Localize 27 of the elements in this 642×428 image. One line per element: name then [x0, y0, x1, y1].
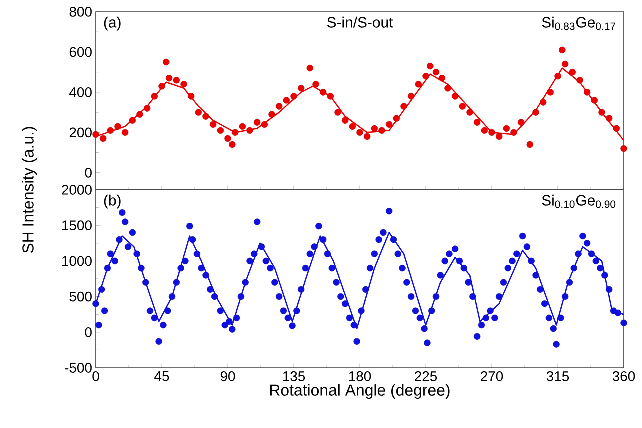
annotation: S-in/S-out	[327, 16, 394, 28]
x-tick-label: 270	[481, 372, 504, 382]
y-axis-title: SH Intensity (a.u.)	[22, 127, 38, 254]
annotation: Si$_{0.83}$Ge$_{0.17}$	[542, 16, 616, 30]
x-tick-label: 180	[349, 372, 372, 382]
annotation: Si$_{0.10}$Ge$_{0.90}$	[542, 194, 616, 208]
y-tick-label: 0	[85, 327, 92, 338]
annotation: (a)	[104, 16, 121, 31]
y-tick-label: 1000	[62, 256, 92, 266]
y-tick-label: 800	[70, 7, 92, 17]
x-axis-title: Rotational Angle (degree)	[270, 384, 450, 400]
y-tick-label: 200	[70, 128, 92, 138]
x-tick-label: 0	[92, 372, 100, 382]
x-tick-label: 315	[546, 372, 570, 382]
y-tick-label: 1500	[62, 220, 92, 231]
y-tick-label: 500	[70, 292, 92, 302]
x-tick-label: 135	[283, 372, 306, 382]
y-tick-label: 0	[85, 168, 92, 178]
x-tick-label: 360	[612, 372, 636, 382]
y-tick-label: -500	[65, 363, 92, 373]
x-tick-label: 45	[154, 372, 170, 382]
x-tick-label: 225	[415, 372, 438, 382]
y-tick-label: 2000	[62, 185, 92, 195]
y-tick-label: 400	[70, 88, 92, 98]
annotation: (b)	[104, 194, 121, 209]
x-tick-label: 90	[220, 372, 236, 382]
y-tick-label: 600	[70, 47, 92, 58]
